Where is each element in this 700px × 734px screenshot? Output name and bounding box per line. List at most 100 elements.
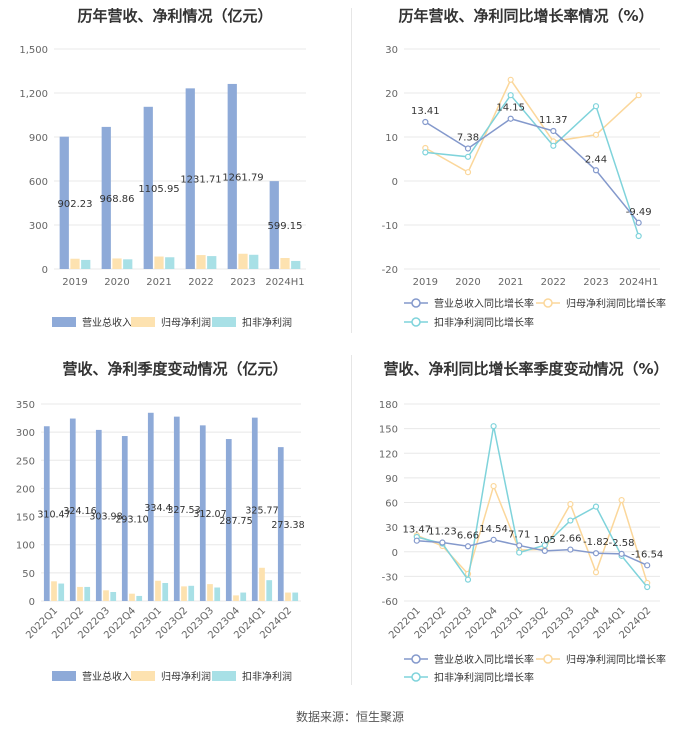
- legend-swatch: [212, 317, 236, 327]
- data-point: [464, 576, 472, 583]
- series-line: [424, 117, 640, 224]
- legend-marker: [411, 672, 421, 682]
- bar: [123, 259, 133, 269]
- bar: [173, 416, 180, 601]
- legend-swatch: [52, 317, 76, 327]
- bar: [70, 258, 80, 269]
- data-label: 7.71: [508, 529, 530, 540]
- data-label: 1231.71: [180, 175, 221, 186]
- data-point: [541, 542, 548, 549]
- y-tick-label: 10: [385, 133, 398, 144]
- data-label: -9.49: [626, 207, 652, 218]
- bar: [266, 580, 273, 601]
- data-label: 293.10: [115, 515, 148, 526]
- quarterly-revenue-bar-chart: 0501001502002503003502022Q12022Q22022Q32…: [16, 400, 305, 683]
- bar: [277, 447, 284, 601]
- chart-panel-quarterly-revenue: 营收、净利季度变动情况（亿元） 0 50 100 150 200 250 300 350 202…: [0, 345, 350, 700]
- data-point: [516, 549, 523, 556]
- data-point: [550, 127, 557, 135]
- bar: [162, 582, 169, 601]
- chart-panel-quarterly-growth: 营收、净利同比增长率季度变动情况（%） -60 -30 0 30 60 90 120 150 1…: [352, 345, 700, 700]
- bar: [285, 592, 291, 601]
- data-label: -16.54: [631, 549, 663, 560]
- y-tick-label: 30: [385, 523, 398, 534]
- y-tick-label: 1,500: [19, 45, 48, 56]
- data-point: [618, 496, 625, 504]
- bar: [227, 83, 237, 269]
- annual-growth-line-chart: -20 -10 0 10 20 30 2019 2020 2021 2022 2023 2024H1 1…: [382, 45, 666, 329]
- panel-divider-bottom: [351, 355, 352, 685]
- data-point: [635, 232, 642, 240]
- y-tick-label: 300: [29, 221, 48, 232]
- bar: [280, 258, 290, 269]
- data-point: [644, 583, 651, 591]
- data-point: [490, 482, 497, 490]
- y-tick-label: -60: [382, 597, 398, 608]
- y-tick-label: 150: [379, 425, 398, 436]
- bar: [240, 592, 247, 601]
- legend-label: 营业总收入: [82, 316, 132, 329]
- series-line: [425, 93, 640, 237]
- bar: [225, 439, 232, 601]
- bar: [103, 590, 109, 601]
- chart-title: 历年营收、净利情况（亿元）: [77, 7, 273, 25]
- legend-label: 营业总收入同比增长率: [434, 297, 534, 310]
- chart-title: 历年营收、净利同比增长率情况（%）: [398, 7, 654, 25]
- series-line: [416, 483, 648, 584]
- data-point: [592, 131, 600, 138]
- y-tick-label: 0: [29, 597, 35, 608]
- legend-label: 营业总收入同比增长率: [434, 653, 534, 666]
- y-tick-label: -10: [382, 221, 398, 232]
- legend-marker: [543, 654, 553, 664]
- legend-swatch: [131, 317, 155, 327]
- data-label: 902.23: [58, 199, 93, 210]
- y-tick-label: 900: [29, 133, 48, 144]
- data-label: 327.53: [167, 505, 200, 516]
- annual-revenue-bar-chart: 0 300 600 900 1,200 1,500 2019 2020 2021 2022 2023…: [19, 45, 306, 329]
- bar: [188, 585, 195, 601]
- legend-label: 扣非净利润: [242, 316, 292, 329]
- x-tick-label: 2023: [583, 277, 608, 288]
- x-tick-label: 2024H1: [265, 277, 304, 288]
- bar: [95, 429, 102, 601]
- data-point: [618, 550, 625, 557]
- data-point: [464, 153, 472, 160]
- bar: [59, 136, 69, 269]
- data-point: [439, 539, 446, 546]
- x-tick-label: 2024H1: [619, 277, 658, 288]
- data-label: 2.66: [559, 534, 581, 545]
- bar: [121, 436, 128, 601]
- data-point: [592, 569, 600, 576]
- data-point: [422, 118, 429, 126]
- data-source-note: 数据来源：恒生聚源: [295, 710, 404, 724]
- x-tick-label: 2022: [188, 277, 213, 288]
- legend-label: 归母净利润同比增长率: [566, 653, 666, 666]
- data-point: [541, 547, 548, 554]
- legend-label: 扣非净利润同比增长率: [434, 671, 534, 684]
- y-tick-label: 350: [16, 400, 35, 411]
- data-point: [567, 546, 574, 553]
- bar: [51, 581, 57, 601]
- data-point: [490, 423, 497, 430]
- y-tick-label: 0: [392, 548, 398, 559]
- y-tick-label: 1,200: [19, 89, 48, 100]
- data-label: 7.38: [457, 133, 479, 144]
- legend-label: 扣非净利润: [242, 670, 292, 683]
- data-label: 6.66: [457, 530, 479, 541]
- data-point: [422, 149, 429, 156]
- data-point: [464, 145, 472, 152]
- x-tick-label: 2023: [230, 277, 255, 288]
- x-tick-label: 2022: [541, 277, 566, 288]
- data-point: [592, 503, 600, 510]
- data-label: 1.05: [534, 535, 556, 546]
- data-label: 14.54: [479, 524, 508, 535]
- data-label: 968.86: [100, 194, 135, 205]
- y-tick-label: 50: [22, 569, 35, 580]
- data-point: [567, 501, 574, 508]
- data-label: 324.16: [63, 506, 96, 517]
- data-point: [635, 92, 642, 99]
- data-label: 11.23: [428, 527, 457, 538]
- data-label: 273.38: [271, 520, 304, 531]
- data-label: 287.75: [219, 516, 252, 527]
- data-point: [516, 542, 523, 549]
